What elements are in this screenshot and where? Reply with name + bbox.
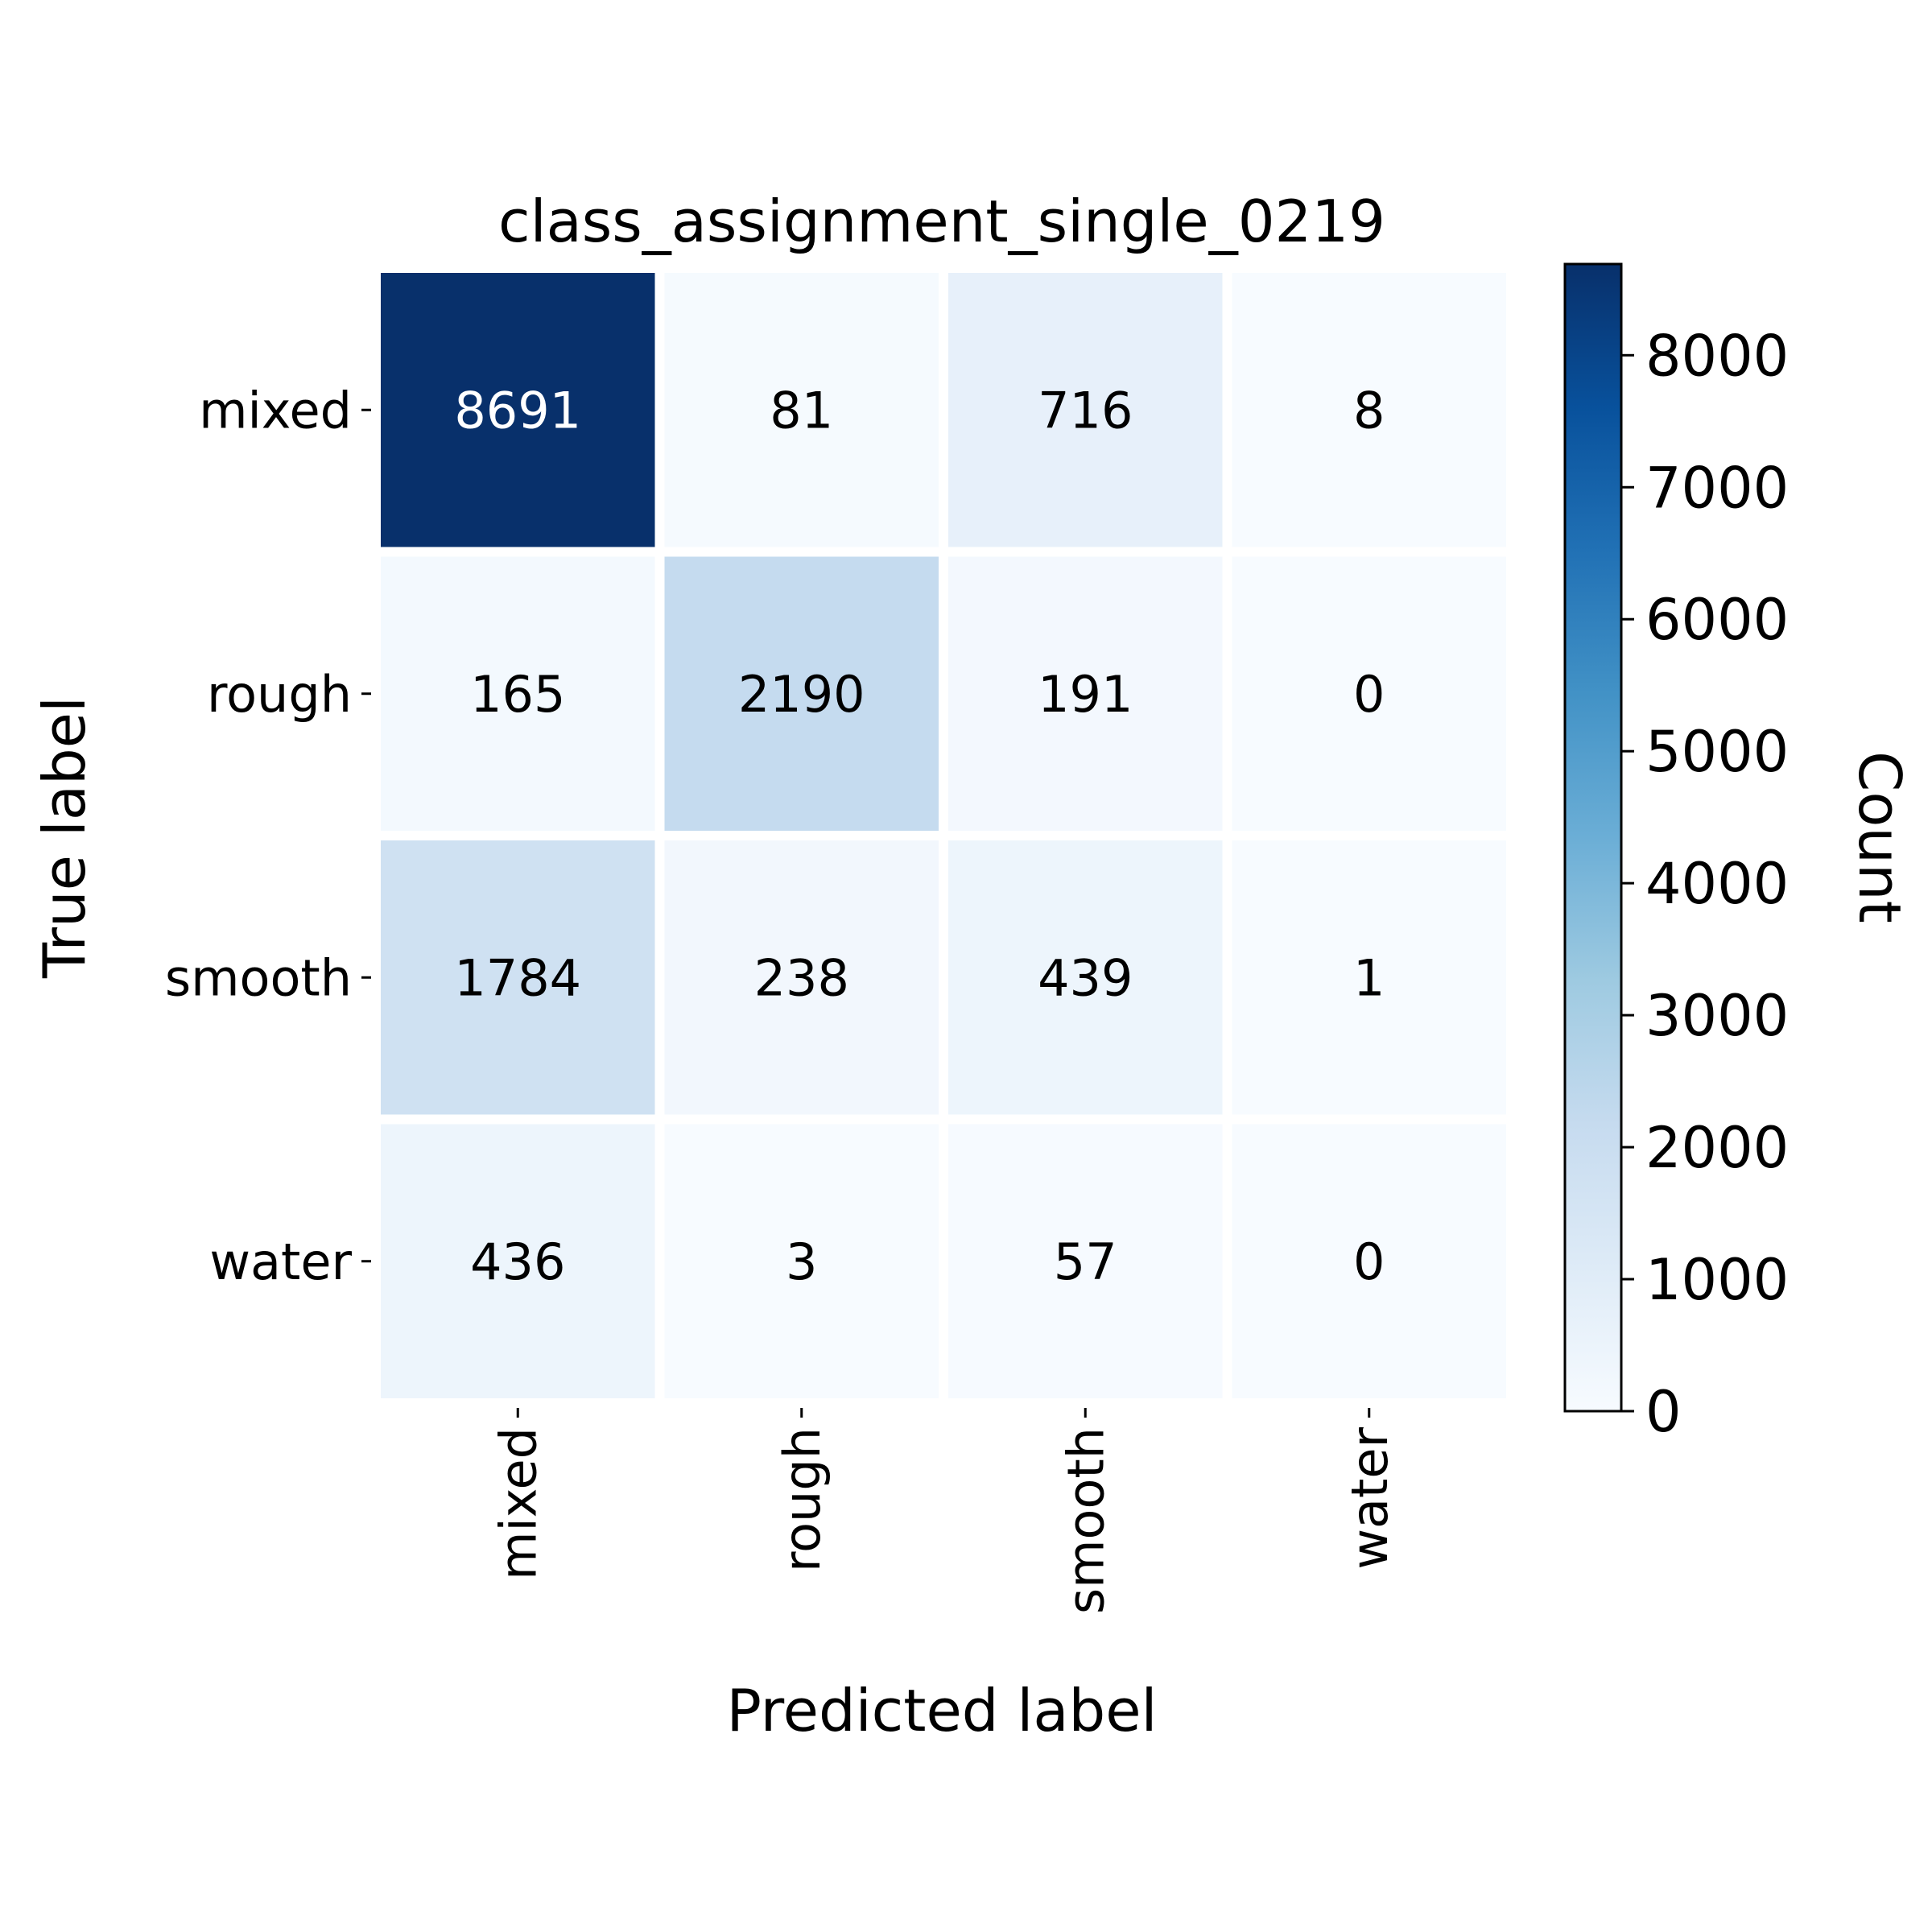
colorbar-tick-label: 3000 [1645,983,1789,1049]
y-axis-label: True label [31,696,98,979]
colorbar-tick-label: 8000 [1645,323,1789,389]
cell-value-label: 0 [1353,1232,1385,1291]
colorbar-tick-label: 7000 [1645,455,1789,521]
heatmap-cells [371,263,1516,1408]
x-tick-label: mixed [489,1427,547,1580]
cell-value-label: 716 [1038,381,1133,440]
cell-value-label: 436 [470,1232,565,1291]
chart-title: class_assignment_single_0219 [498,188,1385,255]
cell-value-label: 1784 [454,948,581,1007]
colorbar-tick-label: 2000 [1645,1115,1789,1181]
cell-value-label: 191 [1038,665,1133,724]
heatmap-cell-labels: 8691 81 716 8 165 2190 191 0 1784 238 439 1 436 3 57 0 [454,381,1385,1291]
colorbar-ticks: 0 1000 2000 3000 4000 5000 6000 7000 8000 [1621,323,1789,1445]
cell-value-label: 8 [1353,381,1385,440]
y-tick-label: smooth [165,948,352,1007]
colorbar-tick-label: 1000 [1645,1247,1789,1313]
cell-value-label: 238 [754,948,849,1007]
x-tick-label: smooth [1056,1427,1115,1614]
heatmap-cell [1222,1114,1516,1408]
heatmap-cell [1222,547,1516,840]
x-tick-label: rough [773,1427,832,1572]
cell-value-label: 81 [770,381,833,440]
y-tick-label: water [209,1232,352,1291]
x-tick-label: water [1340,1427,1399,1570]
y-tick-label: mixed [199,381,352,440]
colorbar-tick-label: 0 [1645,1379,1682,1445]
cell-value-label: 165 [470,665,565,724]
cell-value-label: 0 [1353,665,1385,724]
heatmap-cell [371,263,665,557]
cell-value-label: 8691 [454,381,581,440]
cell-value-label: 2190 [738,665,865,724]
heatmap-cell [1222,263,1516,557]
colorbar-tick-label: 5000 [1645,719,1789,785]
cell-value-label: 439 [1038,948,1133,1007]
heatmap-cell [654,1114,948,1408]
colorbar-tick-label: 4000 [1645,851,1789,917]
heatmap-cell [654,547,948,840]
cell-value-label: 57 [1054,1232,1117,1291]
heatmap-cell [371,1114,665,1408]
colorbar-tick-label: 6000 [1645,587,1789,653]
colorbar [1563,262,1623,1413]
x-axis-label: Predicted label [726,1677,1157,1744]
y-axis-ticks: mixed rough smooth water [165,381,371,1291]
cell-value-label: 3 [786,1232,817,1291]
cell-value-label: 1 [1353,948,1385,1007]
x-axis-ticks: mixed rough smooth water [489,1408,1399,1614]
heatmap-cell [654,831,948,1125]
heatmap-cell [1222,831,1516,1125]
y-tick-label: rough [207,665,352,724]
colorbar-label: Count [1846,751,1913,923]
